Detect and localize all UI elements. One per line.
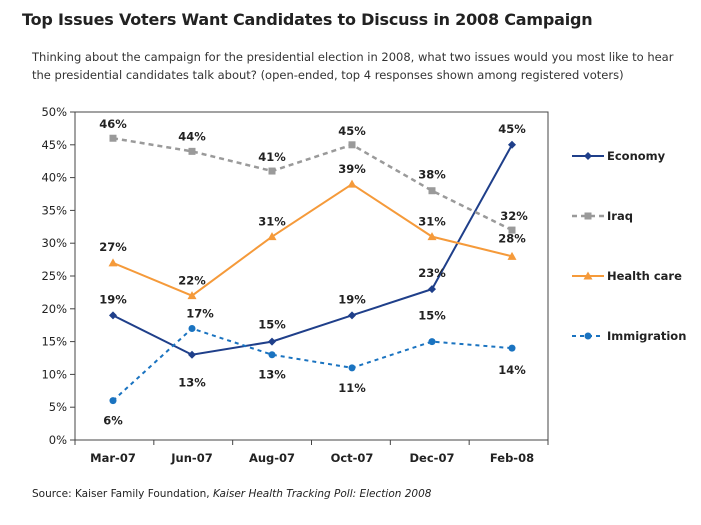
source-note: Source: Kaiser Family Foundation, Kaiser…	[32, 488, 431, 500]
data-point-immigration	[188, 324, 196, 332]
data-point-economy	[508, 140, 516, 149]
data-label-economy: 23%	[418, 266, 446, 280]
data-label-economy: 45%	[498, 122, 526, 136]
legend-label-economy: Economy	[607, 149, 666, 163]
data-label-economy: 13%	[178, 376, 206, 390]
y-tick-label: 10%	[41, 367, 67, 381]
x-tick-label: Feb-08	[490, 451, 534, 465]
data-point-iraq	[109, 134, 117, 142]
chart-title: Top Issues Voters Want Candidates to Dis…	[22, 10, 593, 29]
data-point-immigration	[508, 344, 516, 352]
data-point-immigration	[348, 364, 356, 372]
legend-label-immigration: Immigration	[607, 329, 686, 343]
data-label-iraq: 46%	[99, 117, 127, 131]
source-title: Kaiser Health Tracking Poll: Election 20…	[213, 488, 432, 500]
data-point-iraq	[508, 226, 516, 234]
y-tick-label: 15%	[41, 335, 67, 349]
data-point-economy	[188, 350, 196, 359]
x-tick-label: Mar-07	[90, 451, 136, 465]
data-label-health-care: 31%	[258, 215, 286, 229]
line-chart: 0% 5% 10% 15% 20% 25% 30% 35% 40% 45% 50% Mar-07 Jun…	[41, 105, 686, 465]
data-point-economy	[428, 285, 436, 294]
series-line-iraq	[112, 137, 513, 232]
y-tick-label: 35%	[41, 203, 67, 217]
data-point-iraq	[188, 147, 196, 155]
legend-marker-immigration	[584, 332, 592, 340]
y-tick-label: 40%	[41, 171, 67, 185]
data-point-health-care	[267, 232, 277, 241]
series-line-health-care	[112, 182, 513, 297]
legend-marker-iraq	[584, 212, 592, 220]
data-label-iraq: 32%	[500, 209, 528, 223]
data-label-economy: 15%	[258, 318, 286, 332]
x-tick-label: Aug-07	[249, 451, 295, 465]
data-label-health-care: 22%	[178, 274, 206, 288]
y-tick-label: 5%	[49, 400, 67, 414]
legend-marker-economy	[584, 152, 592, 160]
legend-label-health-care: Health care	[607, 269, 682, 283]
data-point-iraq	[268, 167, 276, 175]
data-point-economy	[348, 311, 356, 320]
data-point-iraq	[428, 187, 436, 195]
chart-subtitle: Thinking about the campaign for the pres…	[32, 50, 674, 82]
data-point-immigration	[109, 397, 117, 405]
data-label-iraq: 44%	[178, 129, 206, 143]
y-tick-label: 0%	[49, 433, 67, 447]
data-point-economy	[268, 337, 276, 346]
data-label-economy: 19%	[99, 292, 127, 306]
data-label-immigration: 14%	[498, 363, 526, 377]
data-point-immigration	[268, 351, 276, 359]
x-tick-label: Oct-07	[331, 451, 374, 465]
legend-label-iraq: Iraq	[607, 209, 633, 223]
y-tick-label: 50%	[41, 105, 67, 119]
y-tick-label: 20%	[41, 302, 67, 316]
series-line-immigration	[112, 327, 513, 402]
data-label-immigration: 11%	[338, 381, 366, 395]
data-label-health-care: 39%	[338, 162, 366, 176]
data-point-economy	[109, 311, 117, 320]
data-point-health-care	[347, 179, 357, 188]
data-label-immigration: 13%	[258, 368, 286, 382]
data-label-iraq: 41%	[258, 150, 286, 164]
data-point-health-care	[187, 291, 197, 300]
data-label-iraq: 45%	[338, 124, 366, 138]
data-point-health-care	[108, 258, 118, 267]
data-point-iraq	[348, 141, 356, 149]
legend-marker-health-care	[583, 271, 593, 280]
data-label-immigration: 15%	[418, 309, 446, 323]
data-label-health-care: 27%	[99, 240, 127, 254]
data-label-iraq: 38%	[418, 168, 446, 182]
x-tick-label: Jun-07	[170, 451, 212, 465]
data-point-health-care	[507, 251, 517, 260]
series-line-economy	[112, 144, 513, 356]
source-prefix: Source: Kaiser Family Foundation,	[32, 488, 213, 500]
y-tick-label: 30%	[41, 236, 67, 250]
data-label-health-care: 31%	[418, 215, 446, 229]
y-tick-label: 25%	[41, 269, 67, 283]
data-label-economy: 19%	[338, 292, 366, 306]
data-point-immigration	[428, 338, 436, 346]
x-tick-label: Dec-07	[410, 451, 455, 465]
data-label-immigration: 6%	[103, 414, 123, 428]
data-label-immigration: 17%	[186, 306, 214, 320]
data-label-health-care: 28%	[498, 231, 526, 245]
data-point-health-care	[427, 232, 437, 241]
y-tick-label: 45%	[41, 138, 67, 152]
